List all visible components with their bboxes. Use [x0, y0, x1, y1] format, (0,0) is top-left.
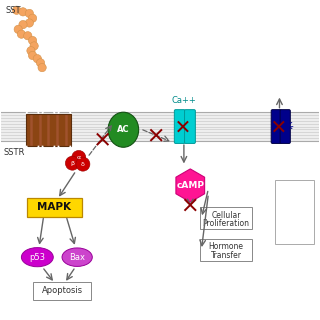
- Circle shape: [38, 63, 46, 72]
- Circle shape: [72, 150, 86, 164]
- Ellipse shape: [62, 248, 92, 267]
- Text: Proliferation: Proliferation: [203, 219, 250, 228]
- FancyBboxPatch shape: [280, 110, 290, 143]
- Circle shape: [65, 156, 79, 170]
- Circle shape: [33, 54, 42, 63]
- Text: cAMP: cAMP: [176, 181, 204, 190]
- Circle shape: [28, 36, 37, 45]
- Text: K-: K-: [286, 122, 294, 131]
- FancyBboxPatch shape: [185, 110, 196, 143]
- Text: δ: δ: [81, 162, 85, 167]
- Text: Hormone: Hormone: [209, 243, 244, 252]
- Text: MAPK: MAPK: [37, 203, 71, 212]
- FancyBboxPatch shape: [200, 207, 252, 229]
- Circle shape: [27, 47, 35, 55]
- Circle shape: [14, 25, 22, 34]
- Circle shape: [28, 14, 37, 22]
- Polygon shape: [176, 169, 204, 202]
- Text: AC: AC: [117, 125, 130, 134]
- FancyBboxPatch shape: [275, 180, 314, 244]
- Text: p53: p53: [29, 253, 45, 262]
- FancyBboxPatch shape: [27, 198, 82, 217]
- Bar: [1, 112, 319, 141]
- Circle shape: [30, 42, 38, 50]
- Ellipse shape: [21, 248, 53, 267]
- Text: β: β: [70, 161, 74, 166]
- Circle shape: [25, 9, 34, 18]
- Circle shape: [19, 20, 27, 29]
- Circle shape: [17, 30, 26, 38]
- Circle shape: [19, 8, 27, 16]
- Text: Bax: Bax: [69, 253, 85, 262]
- Circle shape: [12, 6, 21, 14]
- Text: Transfer: Transfer: [211, 251, 242, 260]
- FancyBboxPatch shape: [33, 282, 91, 300]
- Circle shape: [24, 32, 32, 40]
- Text: α: α: [77, 155, 81, 160]
- FancyBboxPatch shape: [271, 110, 281, 143]
- Ellipse shape: [108, 112, 139, 147]
- Circle shape: [36, 59, 45, 67]
- Text: SST: SST: [5, 6, 21, 15]
- FancyBboxPatch shape: [26, 114, 71, 146]
- Text: Cellular: Cellular: [212, 211, 241, 220]
- FancyBboxPatch shape: [174, 110, 185, 143]
- Circle shape: [25, 19, 34, 27]
- Text: Ca++: Ca++: [172, 96, 196, 105]
- Circle shape: [28, 51, 37, 60]
- Circle shape: [76, 157, 90, 171]
- Text: Apoptosis: Apoptosis: [42, 286, 83, 295]
- Text: SSTR: SSTR: [4, 148, 25, 156]
- FancyBboxPatch shape: [200, 239, 252, 261]
